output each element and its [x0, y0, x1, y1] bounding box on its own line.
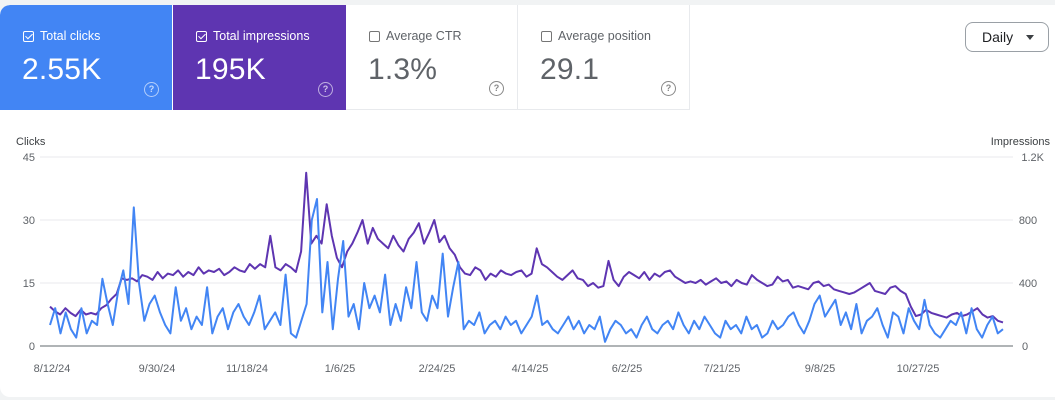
left-tick-label: 30: [23, 215, 35, 227]
x-tick-label: 6/2/25: [612, 363, 643, 375]
metric-label-text: Average position: [558, 29, 651, 43]
series-line-impressions: [49, 171, 1004, 324]
performance-panel: Total clicks 2.55K ? Total impressions 1…: [0, 5, 1055, 397]
metric-value: 1.3%: [368, 53, 438, 86]
x-tick-label: 9/30/24: [139, 363, 176, 375]
checkbox-checked-icon[interactable]: [196, 30, 207, 42]
left-tick-label: 15: [23, 278, 35, 290]
x-tick-label: 11/18/24: [226, 363, 268, 375]
help-icon[interactable]: ?: [318, 82, 333, 97]
x-tick-label: 9/8/25: [805, 363, 836, 375]
checkbox-unchecked-icon[interactable]: [541, 30, 552, 42]
x-tick-label: 1/6/25: [325, 363, 356, 375]
caret-down-icon: [1026, 35, 1034, 40]
metric-card-average-ctr[interactable]: Average CTR 1.3% ?: [346, 5, 518, 110]
metric-value: 29.1: [540, 53, 600, 86]
checkbox-checked-icon[interactable]: [23, 30, 34, 42]
right-tick-label: 800: [1019, 215, 1037, 227]
help-icon[interactable]: ?: [144, 82, 159, 97]
checkbox-unchecked-icon[interactable]: [369, 30, 380, 42]
metric-label: Total clicks: [23, 29, 100, 43]
left-tick-label: 45: [23, 152, 35, 164]
x-tick-label: 8/12/24: [34, 363, 71, 375]
help-icon[interactable]: ?: [661, 81, 676, 96]
metric-card-total-clicks[interactable]: Total clicks 2.55K ?: [0, 5, 172, 110]
metric-label: Average CTR: [369, 29, 462, 43]
metric-value: 2.55K: [22, 53, 102, 86]
x-tick-label: 10/27/25: [897, 363, 940, 375]
granularity-selected: Daily: [982, 29, 1014, 45]
right-tick-label: 1.2K: [1021, 152, 1044, 164]
metric-card-total-impressions[interactable]: Total impressions 195K ?: [173, 5, 346, 110]
metric-value: 195K: [195, 53, 266, 86]
help-icon[interactable]: ?: [489, 81, 504, 96]
series-line-clicks: [49, 198, 1004, 343]
metric-label-text: Total clicks: [40, 29, 101, 43]
granularity-dropdown[interactable]: Daily: [965, 22, 1049, 52]
left-axis-title: Clicks: [16, 136, 46, 148]
metric-label: Average position: [541, 29, 651, 43]
metric-label-text: Average CTR: [386, 29, 462, 43]
performance-chart: Clicks Impressions 45 30 15 0 1.2K 800 400 0 8…: [16, 136, 1051, 375]
x-tick-label: 4/14/25: [512, 363, 549, 375]
right-tick-label: 400: [1019, 278, 1037, 290]
metric-card-average-position[interactable]: Average position 29.1 ?: [518, 5, 690, 110]
metric-label-text: Total impressions: [213, 29, 310, 43]
x-tick-label: 7/21/25: [704, 363, 741, 375]
right-axis-title: Impressions: [991, 136, 1051, 148]
right-tick-label: 0: [1022, 341, 1028, 353]
metric-label: Total impressions: [196, 29, 310, 43]
left-tick-label: 0: [29, 341, 35, 353]
x-tick-label: 2/24/25: [419, 363, 456, 375]
